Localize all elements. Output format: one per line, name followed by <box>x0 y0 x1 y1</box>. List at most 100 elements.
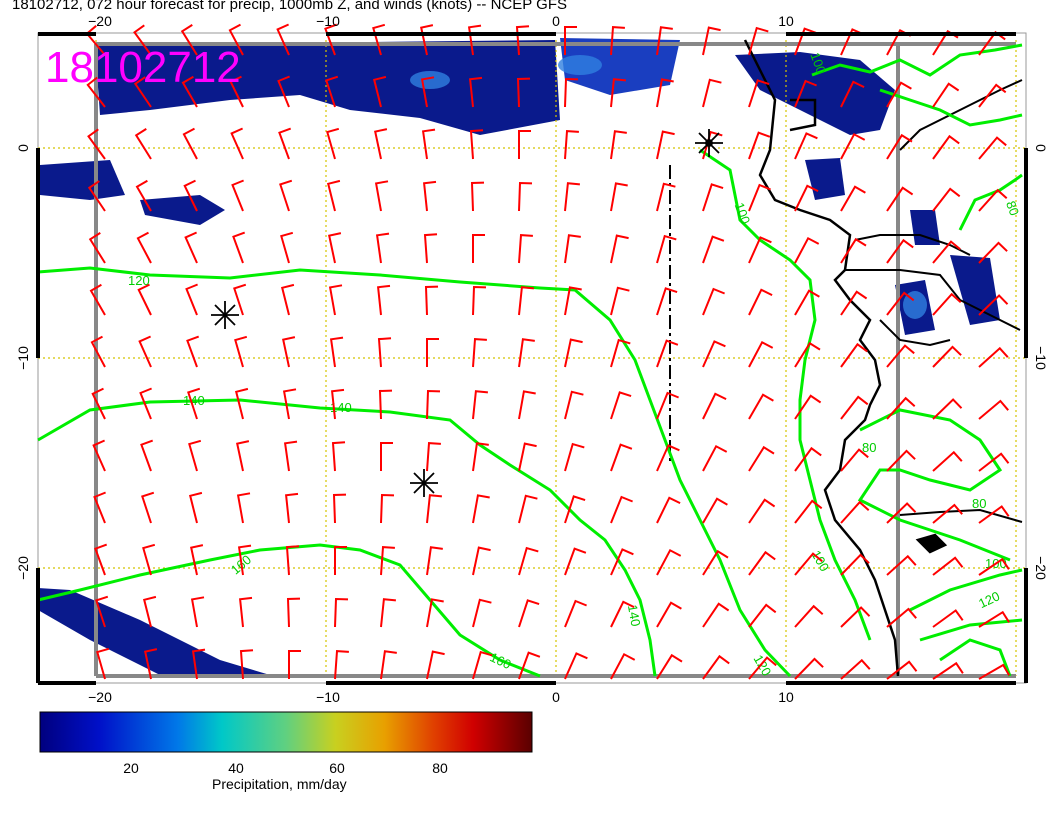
wind-barb-icon <box>136 231 152 264</box>
wind-barb-icon <box>234 387 249 420</box>
pressure-markers <box>211 129 723 497</box>
wind-barb-icon <box>794 341 821 368</box>
wind-barb-icon <box>518 442 537 472</box>
wind-barb-icon <box>702 235 725 264</box>
wind-barb-icon <box>794 499 823 524</box>
wind-barb-icon <box>932 134 960 160</box>
wind-barb-icon <box>978 663 1011 680</box>
wind-barb-icon <box>564 390 584 420</box>
map-title: 18102712, 072 hour forecast for precip, … <box>12 0 567 13</box>
wind-barbs <box>85 23 1011 680</box>
wind-barb-icon <box>564 182 580 212</box>
wind-barb-icon <box>420 24 434 56</box>
contour-coast-2 <box>879 88 1023 127</box>
wind-barb-icon <box>978 83 1007 108</box>
contour-100-south <box>919 618 1023 642</box>
wind-barb-icon <box>886 502 917 524</box>
wind-barb-icon <box>234 335 248 368</box>
border-1 <box>789 98 817 132</box>
wind-barb-icon <box>518 651 541 680</box>
wind-barb-icon <box>380 493 395 524</box>
wind-barb-icon <box>702 78 722 108</box>
precip-patch-southwest-streak <box>140 195 225 225</box>
precip-core-3 <box>903 291 927 319</box>
wind-barb-icon <box>886 449 916 472</box>
wind-barb-icon <box>978 241 1008 264</box>
wind-barb-icon <box>840 132 866 160</box>
wind-barb-icon <box>702 602 730 628</box>
wind-barb-icon <box>656 287 678 316</box>
wind-barb-icon <box>426 598 444 628</box>
precip-band-north-center <box>560 38 680 95</box>
wind-barb-icon <box>840 448 869 472</box>
wind-barb-icon <box>229 75 244 108</box>
wind-barb-icon <box>656 182 676 212</box>
wind-barb-icon <box>190 544 204 576</box>
wind-barb-icon <box>93 491 106 524</box>
wind-barb-icon <box>518 494 538 524</box>
wind-barb-icon <box>564 495 586 524</box>
contour-label: 140 <box>330 400 352 415</box>
lon-tick-label: −20 <box>88 689 112 705</box>
contour-label: 80 <box>1003 199 1022 218</box>
wind-barb-icon <box>334 597 349 628</box>
wind-barb-icon <box>564 442 585 472</box>
wind-barb-icon <box>748 288 773 316</box>
contour-label: 140 <box>183 393 205 408</box>
wind-barb-icon <box>840 500 870 524</box>
contour-label: 120 <box>128 273 150 288</box>
contour-140 <box>37 398 657 677</box>
wind-barb-icon <box>564 77 579 108</box>
wind-barb-icon <box>469 76 483 108</box>
wind-barb-icon <box>840 395 869 420</box>
wind-barb-icon <box>794 132 818 160</box>
wind-barb-icon <box>372 75 387 108</box>
wind-barb-icon <box>372 23 386 56</box>
lat-tick-label: 0 <box>1033 144 1049 152</box>
wind-barb-icon <box>94 543 108 576</box>
wind-barb-icon <box>794 657 824 680</box>
wind-barb-icon <box>87 128 106 160</box>
wind-barb-icon <box>282 388 297 420</box>
wind-barb-icon <box>380 546 395 576</box>
lon-tick-label: −10 <box>316 689 340 705</box>
wind-barb-icon <box>374 180 389 212</box>
contour-100-north <box>699 148 872 641</box>
wind-barb-icon <box>656 130 675 160</box>
wind-barb-icon <box>185 283 198 316</box>
wind-barb-icon <box>886 554 917 576</box>
precip-band-north <box>95 40 560 135</box>
wind-barb-icon <box>518 286 534 316</box>
border-6 <box>854 234 971 256</box>
wind-barb-icon <box>794 79 817 108</box>
wind-barb-icon <box>610 286 630 316</box>
wind-barb-icon <box>278 127 292 160</box>
coastline <box>743 39 1023 677</box>
wind-barb-icon <box>472 546 491 576</box>
wind-barb-icon <box>232 231 246 264</box>
wind-barb-icon <box>375 232 390 264</box>
wind-barb-icon <box>794 604 824 628</box>
wind-barb-icon <box>518 234 533 264</box>
wind-barb-icon <box>932 345 962 368</box>
colorbar-tick: 80 <box>432 760 448 776</box>
wind-barb-icon <box>377 337 392 368</box>
lat-tick-label: 0 <box>15 144 31 152</box>
wind-barb-icon <box>181 75 198 108</box>
wind-barb-icon <box>702 287 725 316</box>
wind-barb-icon <box>656 391 679 420</box>
wind-barb-icon <box>656 234 677 264</box>
wind-barb-icon <box>324 23 338 56</box>
wind-barb-icon <box>748 183 771 212</box>
wind-barb-icon <box>138 335 152 368</box>
wind-barb-icon <box>328 284 343 316</box>
lat-tick-label: −10 <box>1033 346 1049 370</box>
wind-barb-icon <box>748 656 777 680</box>
wind-barb-icon <box>380 650 397 680</box>
wind-barb-icon <box>326 127 340 160</box>
wind-barb-icon <box>564 26 577 55</box>
wind-barb-icon <box>426 442 441 472</box>
contour-label: 140 <box>625 604 644 628</box>
contour-label: 100 <box>732 201 754 227</box>
